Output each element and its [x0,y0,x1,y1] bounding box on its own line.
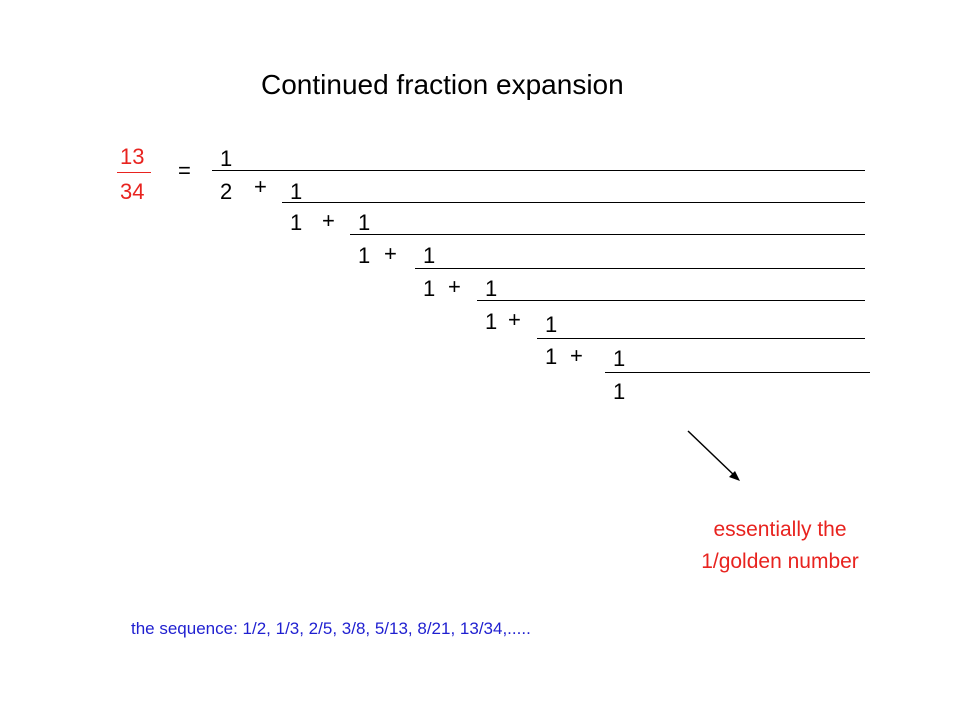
cf-numerator-3: 1 [358,210,371,235]
fraction-numerator: 13 [120,144,145,169]
cf-plus-5: + [508,307,521,332]
cf-fraction-bar-3 [350,234,865,235]
cf-fraction-bar-4 [415,268,865,269]
fraction-denominator: 34 [120,179,145,204]
cf-fraction-bar-6 [537,338,865,339]
cf-numerator-4: 1 [423,243,436,268]
cf-numerator-6: 1 [545,312,558,337]
cf-denominator-2: 1 [290,210,303,235]
cf-plus-4: + [448,274,461,299]
cf-numerator-7: 1 [613,346,626,371]
cf-denominator-1: 2 [220,179,233,204]
sequence-text: the sequence: 1/2, 1/3, 2/5, 3/8, 5/13, … [131,619,531,638]
note-line-1: essentially the [713,518,847,541]
cf-numerator-1: 1 [220,146,233,171]
equals-sign: = [178,158,191,183]
arrow-icon [687,430,740,481]
cf-plus-1: + [254,174,267,199]
cf-denominator-3: 1 [358,243,371,268]
cf-denominator-5: 1 [485,309,498,334]
slide-title: Continued fraction expansion [261,69,624,100]
cf-denominator-7: 1 [613,379,626,404]
cf-plus-3: + [384,241,397,266]
cf-fraction-bar-5 [477,300,865,301]
cf-fraction-bar-1 [212,170,865,171]
cf-numerator-2: 1 [290,179,303,204]
cf-plus-2: + [322,208,335,233]
cf-denominator-6: 1 [545,344,558,369]
cf-fraction-bar-7 [605,372,870,373]
cf-plus-6: + [570,343,583,368]
cf-numerator-5: 1 [485,276,498,301]
fraction-bar [117,172,151,173]
cf-fraction-bar-2 [282,202,865,203]
note-line-2: 1/golden number [701,550,859,573]
cf-denominator-4: 1 [423,276,436,301]
golden-number-note: essentially the 1/golden number [660,514,900,578]
